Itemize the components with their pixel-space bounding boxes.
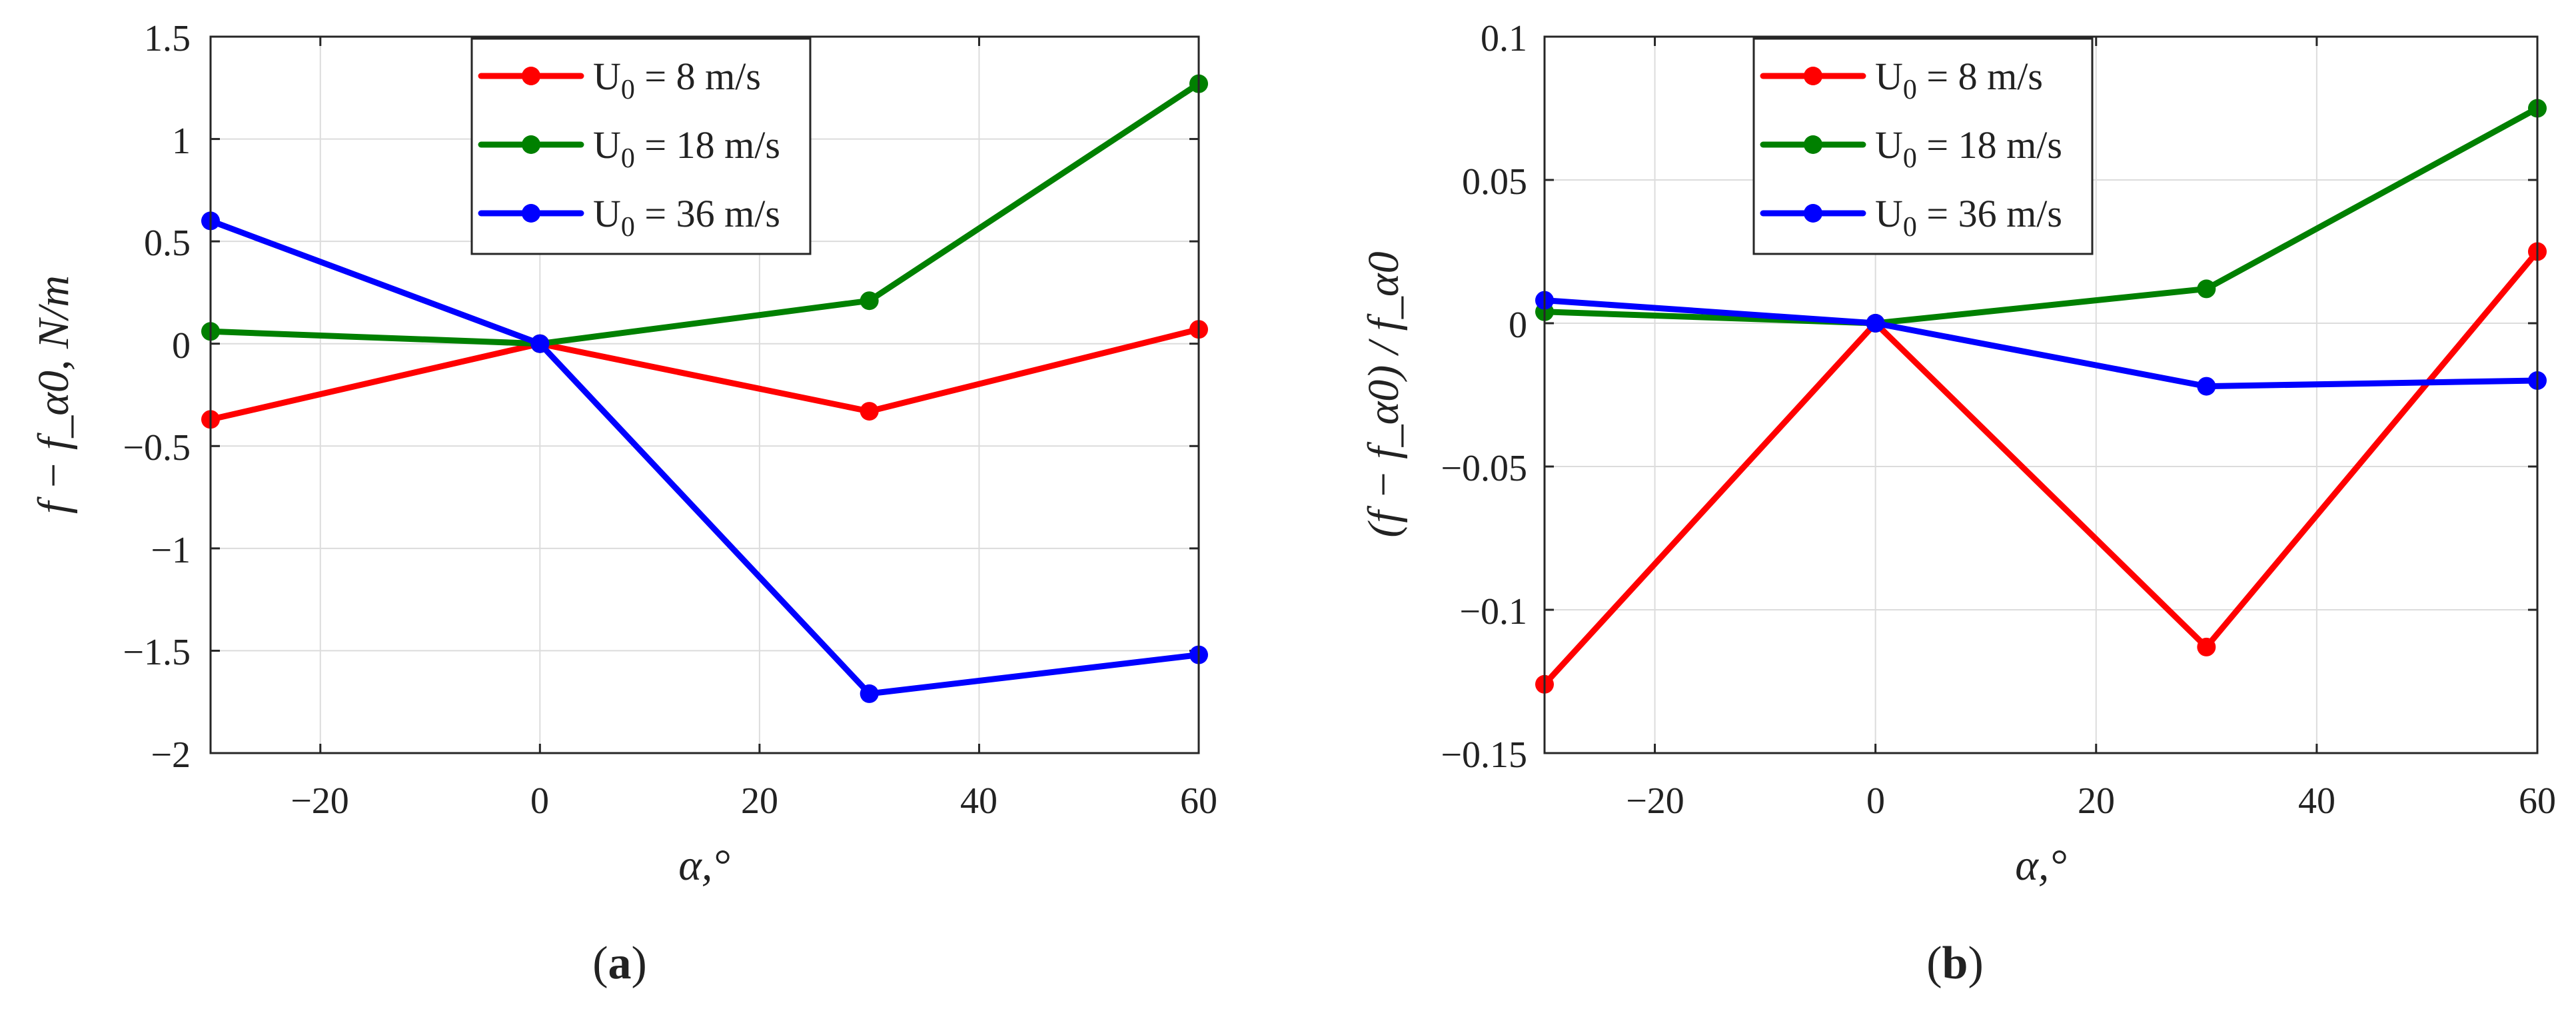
x-tick-label-b: −20: [1626, 780, 1684, 822]
legend-a: U0 = 8 m/s U0 = 18 m/s U0 = 36 m/s: [470, 37, 812, 255]
x-axis-label-b: α,°: [2015, 841, 2067, 890]
y-tick-labels-a: 1.5 1 0.5 0 −0.5 −1 −1.5 −2: [123, 18, 191, 776]
y-tick-label-b: 0.1: [1481, 18, 1527, 59]
series-line: [1541, 249, 2541, 688]
legend-label-sub: 0: [621, 143, 635, 174]
series-line: [1541, 105, 2541, 327]
panel-b: 0.1 0.05 0 −0.05 −0.1 −0.15 −20 0 20 40 …: [1359, 18, 2556, 989]
y-axis-label-a: f − f_α0, N/m: [29, 275, 78, 514]
x-tick-label-b: 20: [2078, 780, 2115, 822]
data-point: [860, 402, 879, 421]
legend-label-rest: = 18 m/s: [1917, 123, 2062, 167]
legend-label-main: U: [593, 192, 621, 235]
legend-label-sub: 0: [1903, 143, 1917, 174]
x-tick-label-a: −20: [291, 780, 349, 822]
y-tick-label-b: −0.1: [1459, 591, 1527, 632]
legend-marker-b: [1804, 204, 1822, 223]
data-point: [2197, 637, 2216, 656]
legend-marker-a: [522, 135, 540, 154]
x-tick-label-b: 40: [2298, 780, 2335, 822]
legend-label-rest: = 36 m/s: [635, 192, 780, 235]
legend-label-rest: = 36 m/s: [1917, 192, 2062, 235]
x-tick-label-a: 60: [1180, 780, 1217, 822]
y-tick-label-a: 0: [172, 325, 191, 367]
legend-label-a: U0 = 36 m/s: [593, 192, 780, 243]
legend-label-rest: = 8 m/s: [1917, 55, 2043, 98]
legend-marker-a: [522, 67, 540, 85]
legend-label-sub: 0: [1903, 75, 1917, 105]
data-point: [2197, 377, 2216, 396]
y-tick-label-a: 1: [172, 121, 191, 162]
data-point: [860, 684, 879, 703]
caption-close: ): [1968, 938, 1983, 989]
data-point: [1866, 314, 1885, 333]
x-tick-label-a: 40: [960, 780, 997, 822]
series-line: [207, 217, 1202, 697]
x-tick-label-a: 20: [741, 780, 778, 822]
y-tick-label-b: −0.05: [1441, 448, 1527, 489]
x-axis-label-a: α,°: [678, 841, 730, 890]
x-tick-label-a: 0: [530, 780, 549, 822]
y-tick-label-a: −1: [151, 530, 191, 571]
panel-a: 1.5 1 0.5 0 −0.5 −1 −1.5 −2 −20 0 20 40 …: [29, 18, 1217, 989]
legend-label-main: U: [1875, 55, 1903, 98]
legend-label-main: U: [1875, 123, 1903, 167]
legend-label-rest: = 18 m/s: [635, 123, 780, 167]
x-tick-labels-b: −20 0 20 40 60: [1626, 780, 2556, 822]
series-b: [1535, 99, 2547, 694]
legend-marker-b: [1804, 135, 1822, 154]
y-tick-label-a: −0.5: [123, 427, 191, 469]
y-axis-label-b: (f − f_α0) / f_α0: [1359, 251, 1408, 537]
series-line: [207, 81, 1202, 347]
x-tick-label-b: 60: [2519, 780, 2556, 822]
data-point: [2197, 279, 2216, 299]
y-tick-label-a: −1.5: [123, 632, 191, 673]
plot-frame-b: [1543, 35, 2539, 754]
caption-open: (: [1926, 938, 1942, 989]
legend-label-b: U0 = 8 m/s: [1875, 55, 2043, 105]
legend-label-b: U0 = 18 m/s: [1875, 123, 2062, 174]
caption-letter: a: [608, 938, 632, 989]
legend-label-a: U0 = 18 m/s: [593, 123, 780, 174]
x-tick-label-b: 0: [1866, 780, 1885, 822]
series-a: [201, 74, 1208, 703]
legend-marker-a: [522, 204, 540, 223]
legend-label-a: U0 = 8 m/s: [593, 55, 761, 105]
legend-label-rest: = 8 m/s: [635, 55, 761, 98]
legend-marker-b: [1804, 67, 1822, 85]
legend-label-sub: 0: [621, 212, 635, 243]
panel-caption-b: (b): [1926, 938, 1984, 989]
legend-label-sub: 0: [1903, 212, 1917, 243]
caption-letter: b: [1942, 938, 1968, 989]
series-line: [207, 326, 1202, 423]
y-tick-label-a: −2: [151, 734, 191, 776]
y-tick-labels-b: 0.1 0.05 0 −0.05 −0.1 −0.15: [1441, 18, 1527, 776]
legend-label-main: U: [593, 55, 621, 98]
legend-label-main: U: [593, 123, 621, 167]
plot-frame-a: [209, 35, 1200, 754]
caption-close: ): [632, 938, 647, 989]
series-line: [1541, 297, 2541, 390]
y-tick-label-b: 0.05: [1462, 161, 1527, 203]
legend-label-sub: 0: [621, 75, 635, 105]
y-tick-label-a: 0.5: [144, 223, 191, 264]
panel-caption-a: (a): [592, 938, 647, 989]
x-tick-labels-a: −20 0 20 40 60: [291, 780, 1217, 822]
caption-open: (: [592, 938, 608, 989]
legend-label-main: U: [1875, 192, 1903, 235]
data-point: [530, 334, 550, 353]
legend-label-b: U0 = 36 m/s: [1875, 192, 2062, 243]
data-point: [860, 291, 879, 311]
y-tick-label-b: −0.15: [1441, 734, 1527, 776]
y-tick-label-a: 1.5: [144, 18, 191, 59]
legend-b: U0 = 8 m/s U0 = 18 m/s U0 = 36 m/s: [1752, 37, 2094, 255]
y-tick-label-b: 0: [1509, 305, 1527, 346]
